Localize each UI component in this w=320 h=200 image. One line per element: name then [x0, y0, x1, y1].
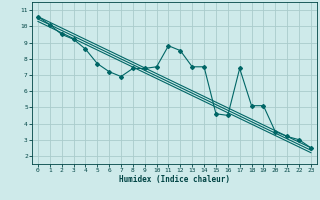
X-axis label: Humidex (Indice chaleur): Humidex (Indice chaleur) — [119, 175, 230, 184]
